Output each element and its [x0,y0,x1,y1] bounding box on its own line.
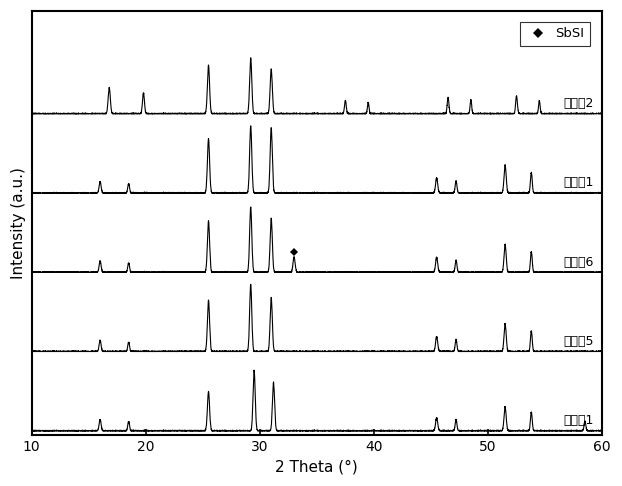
Y-axis label: Intensity (a.u.): Intensity (a.u.) [11,167,26,279]
Text: 实施例6: 实施例6 [564,256,594,269]
Legend: SbSI: SbSI [520,22,590,46]
X-axis label: 2 Theta (°): 2 Theta (°) [276,460,358,475]
Text: 实施例1: 实施例1 [564,414,594,427]
Text: 对比例2: 对比例2 [564,97,594,110]
Text: 实施例5: 实施例5 [564,335,594,348]
Text: 对比例1: 对比例1 [564,176,594,189]
